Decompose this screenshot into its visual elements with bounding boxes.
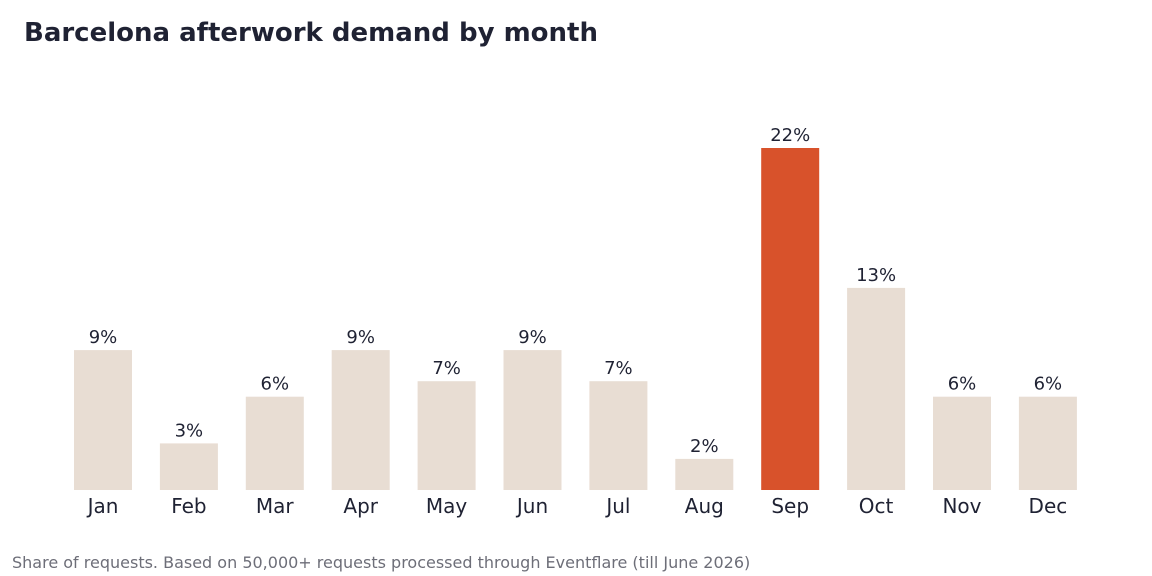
bar-jan [74,350,132,490]
value-label-sep: 22% [770,125,810,146]
tick-label-aug: Aug [685,494,724,518]
value-label-mar: 6% [261,374,290,395]
bar-may [417,381,476,490]
bar-oct [847,287,906,490]
value-label-apr: 9% [346,327,375,348]
tick-label-mar: Mar [256,494,295,518]
chart-title: Barcelona afterwork demand by month [24,18,598,48]
tick-label-apr: Apr [343,494,378,518]
tick-label-nov: Nov [942,494,981,518]
x-axis-tick-labels: Jan Feb Mar Apr May Jun Jul Aug Sep Oct Nov Dec [86,494,1068,518]
value-label-aug: 2% [690,436,719,457]
tick-label-sep: Sep [771,494,809,518]
value-label-jun: 9% [518,327,547,348]
bar-jul [589,381,648,490]
value-label-jul: 7% [604,358,633,379]
bar-aug [675,458,734,490]
bar-dec [1018,396,1077,490]
value-label-dec: 6% [1034,374,1063,395]
tick-label-jul: Jul [604,494,630,518]
bar-chart: 9% 3% 6% 9% 7% 9% 7% 2% 22% 13% 6% 6% Jan Feb Mar Apr M… [74,125,1077,518]
bar-apr [331,350,390,490]
bars-group [74,148,1077,490]
value-label-nov: 6% [948,374,977,395]
bar-mar [245,396,304,490]
tick-label-may: May [426,494,468,518]
chart-footnote: Share of requests. Based on 50,000+ requ… [12,553,751,572]
tick-label-jan: Jan [86,494,119,518]
tick-label-feb: Feb [171,494,206,518]
value-label-oct: 13% [856,265,896,286]
bar-sep [761,148,820,490]
bar-jun [503,350,562,490]
bar-feb [159,443,218,490]
tick-label-jun: Jun [515,494,548,518]
value-label-feb: 3% [175,420,204,441]
tick-label-dec: Dec [1029,494,1068,518]
bar-nov [933,396,991,490]
value-labels-group: 9% 3% 6% 9% 7% 9% 7% 2% 22% 13% 6% 6% [89,125,1062,457]
tick-label-oct: Oct [859,494,894,518]
value-label-may: 7% [432,358,461,379]
value-label-jan: 9% [89,327,118,348]
